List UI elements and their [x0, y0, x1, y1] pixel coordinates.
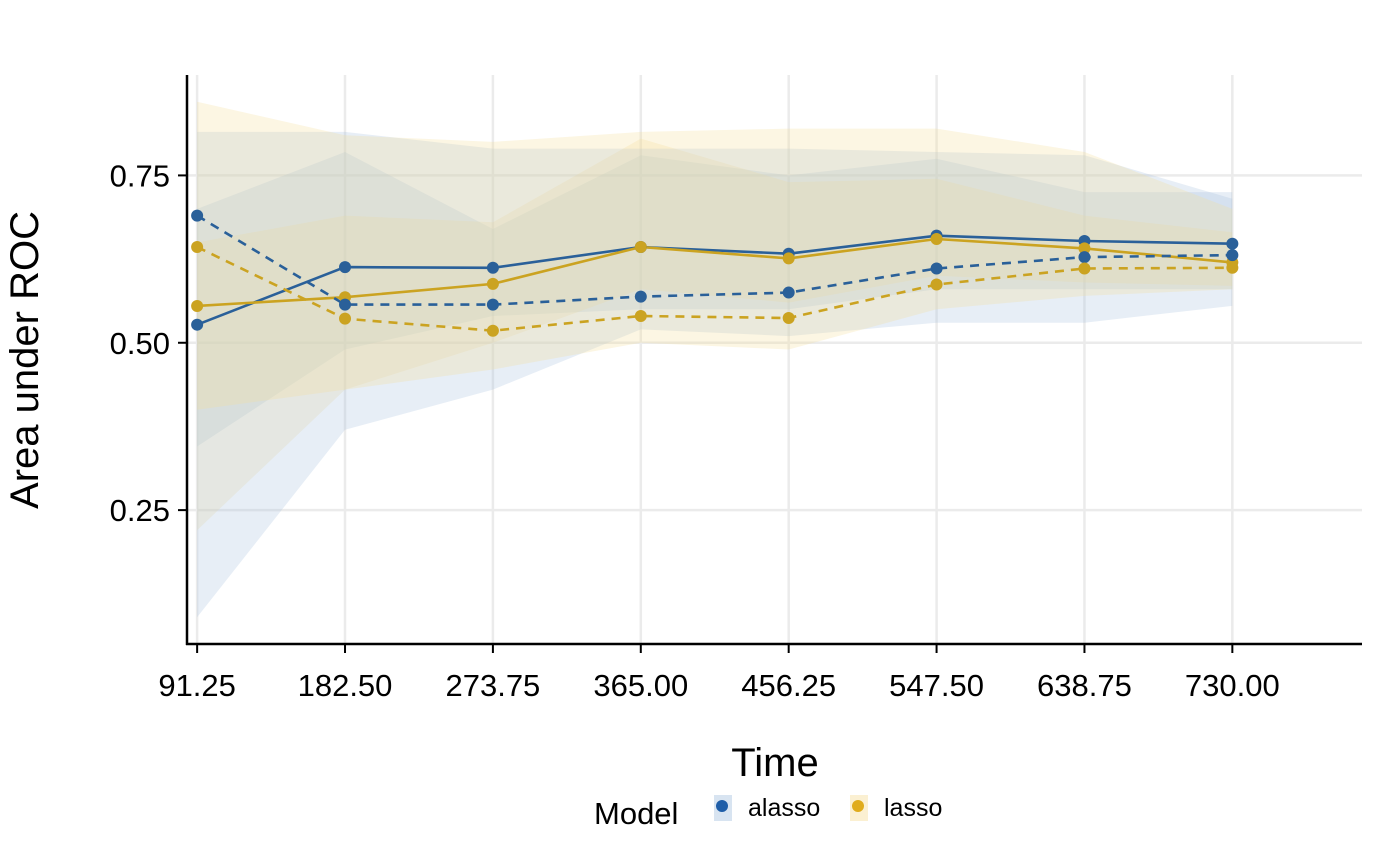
data-point-lasso-dashed: [634, 309, 647, 322]
point-layer: [191, 209, 1239, 337]
y-tick-label: 0.25: [110, 493, 170, 528]
legend-point-alasso: [716, 800, 728, 812]
x-tick-label: 730.00: [1185, 668, 1280, 703]
legend-label-alasso: alasso: [748, 794, 820, 822]
x-tick-label: 456.25: [741, 668, 836, 703]
data-point-alasso-solid: [339, 261, 352, 274]
x-tick-label: 273.75: [445, 668, 540, 703]
data-point-alasso-dashed: [1078, 251, 1091, 264]
data-point-lasso-dashed: [1078, 262, 1091, 275]
data-point-lasso-dashed: [191, 241, 204, 254]
data-point-lasso-solid: [930, 233, 943, 246]
series-line-lasso-dashed: [196, 245, 1233, 333]
data-point-alasso-solid: [1226, 237, 1239, 250]
data-point-alasso-dashed: [930, 262, 943, 275]
data-point-lasso-solid: [634, 241, 647, 254]
ci-band-alasso-solid: [197, 152, 1233, 447]
data-point-lasso-dashed: [782, 311, 795, 324]
x-axis-title: Time: [731, 741, 818, 785]
band-layer: [197, 101, 1233, 618]
series-line-lasso-solid: [197, 237, 1233, 308]
y-axis-title: Area under ROC: [3, 211, 47, 509]
data-point-alasso-solid: [486, 261, 499, 274]
y-tick-label: 0.75: [110, 158, 170, 193]
data-point-alasso-dashed: [1226, 249, 1239, 262]
legend-label-lasso: lasso: [884, 794, 942, 822]
legend-point-lasso: [852, 800, 864, 812]
y-tick-label: 0.50: [110, 326, 170, 361]
data-point-alasso-dashed: [634, 290, 647, 303]
data-point-alasso-dashed: [782, 286, 795, 299]
data-point-lasso-dashed: [930, 278, 943, 291]
legend: Model alasso lasso: [594, 794, 942, 831]
data-point-lasso-solid: [782, 252, 795, 265]
x-tick-label: 182.50: [298, 668, 393, 703]
data-point-alasso-solid: [191, 318, 204, 331]
data-point-lasso-solid: [486, 277, 499, 290]
data-point-lasso-dashed: [339, 312, 352, 325]
x-tick-label: 547.50: [889, 668, 984, 703]
x-tick-label: 365.00: [593, 668, 688, 703]
series-line-alasso-solid: [196, 234, 1233, 326]
data-point-lasso-solid: [191, 299, 204, 312]
line-layer: [196, 214, 1233, 333]
data-point-alasso-dashed: [191, 209, 204, 222]
data-point-alasso-dashed: [339, 298, 352, 311]
data-point-lasso-dashed: [486, 324, 499, 337]
series-line-alasso-dashed: [196, 214, 1233, 306]
legend-title: Model: [594, 796, 678, 831]
grid-layer: [187, 75, 1362, 644]
data-point-lasso-dashed: [1226, 261, 1239, 274]
x-tick-label: 638.75: [1037, 668, 1132, 703]
axis-layer: 91.25 182.50 273.75 365.00 456.25 547.50 638.7…: [110, 75, 1362, 703]
ci-band-alasso-dashed: [197, 131, 1233, 618]
legend-entries: alasso lasso: [714, 794, 942, 822]
data-point-lasso-solid: [1078, 242, 1091, 255]
data-point-alasso-dashed: [486, 298, 499, 311]
x-tick-label: 91.25: [158, 668, 236, 703]
ci-band-lasso-dashed: [197, 101, 1233, 410]
